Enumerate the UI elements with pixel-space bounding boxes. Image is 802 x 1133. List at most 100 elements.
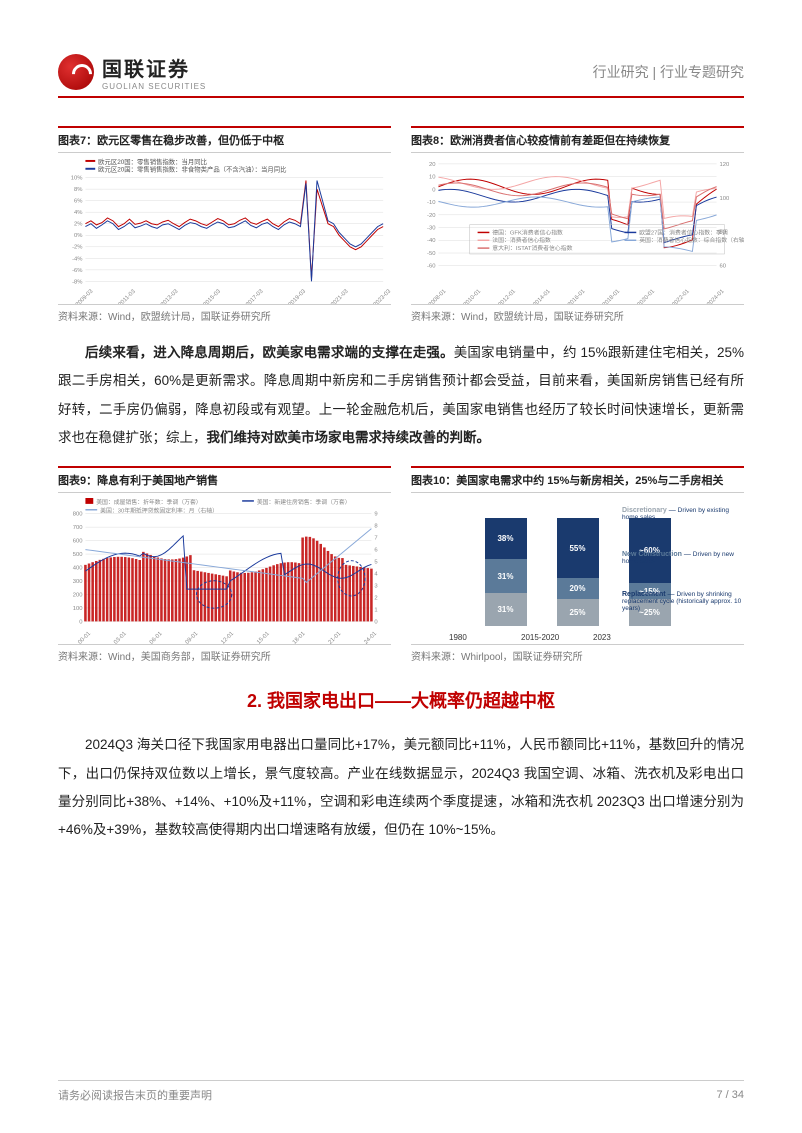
svg-text:03-01: 03-01 bbox=[113, 631, 128, 644]
paragraph-2: 2024Q3 海关口径下我国家用电器出口量同比+17%，美元额同比+11%，人民… bbox=[58, 731, 744, 844]
logo-cn: 国联证券 bbox=[102, 53, 206, 82]
svg-text:0: 0 bbox=[79, 620, 83, 626]
svg-text:美国：新建住房销售：季调（万套）: 美国：新建住房销售：季调（万套） bbox=[257, 498, 351, 506]
bar-column: 31%31%38% bbox=[485, 518, 527, 626]
svg-text:2021-03: 2021-03 bbox=[330, 289, 349, 304]
svg-text:21-01: 21-01 bbox=[328, 631, 343, 644]
bar-segment: 31% bbox=[485, 559, 527, 592]
page-header: 国联证券 GUOLIAN SECURITIES 行业研究 | 行业专题研究 bbox=[58, 48, 744, 98]
chart-7-canvas: -8%-6%-4%-2%0%2%4%6%8%10%欧元区20国：零售销售指数：当… bbox=[58, 155, 391, 305]
svg-text:-40: -40 bbox=[427, 238, 436, 244]
svg-text:09-01: 09-01 bbox=[185, 631, 200, 644]
svg-text:2010-01: 2010-01 bbox=[463, 289, 482, 304]
chart-row-2: 图表9：降息有利于美国地产销售 010020030040050060070080… bbox=[58, 466, 744, 665]
svg-text:2013-03: 2013-03 bbox=[160, 289, 179, 304]
svg-text:6%: 6% bbox=[74, 199, 82, 205]
chart-7: 图表7：欧元区零售在稳步改善，但仍低于中枢 -8%-6%-4%-2%0%2%4%… bbox=[58, 126, 391, 325]
svg-text:4%: 4% bbox=[74, 210, 82, 216]
bar-category-label: 1980 bbox=[449, 633, 467, 642]
svg-text:欧盟27国：消费者信心指数：季调: 欧盟27国：消费者信心指数：季调 bbox=[639, 228, 728, 236]
logo: 国联证券 GUOLIAN SECURITIES bbox=[58, 53, 206, 91]
chart-7-source: 资料来源：Wind，欧盟统计局，国联证券研究所 bbox=[58, 305, 391, 325]
logo-en: GUOLIAN SECURITIES bbox=[102, 82, 206, 91]
chart-10: 图表10：美国家电需求中约 15%与新房相关，25%与二手房相关 31%31%3… bbox=[411, 466, 744, 665]
footer-disclaimer: 请务必阅读报告末页的重要声明 bbox=[58, 1087, 212, 1103]
svg-text:法国：消费者信心指数: 法国：消费者信心指数 bbox=[492, 236, 551, 244]
bar-segment: 20% bbox=[557, 578, 599, 600]
svg-text:2009-03: 2009-03 bbox=[75, 289, 94, 304]
svg-text:2018-01: 2018-01 bbox=[602, 289, 621, 304]
paragraph-1: 后续来看，进入降息周期后，欧美家电需求端的支撑在走强。美国家电销量中，约 15%… bbox=[58, 339, 744, 452]
svg-text:-8%: -8% bbox=[72, 279, 82, 285]
svg-text:100: 100 bbox=[73, 606, 84, 612]
svg-text:100: 100 bbox=[720, 196, 731, 202]
svg-text:-30: -30 bbox=[427, 226, 436, 232]
svg-text:2%: 2% bbox=[74, 222, 82, 228]
svg-text:-2%: -2% bbox=[72, 245, 82, 251]
svg-text:-4%: -4% bbox=[72, 256, 82, 262]
svg-text:2019-03: 2019-03 bbox=[288, 289, 307, 304]
chart-9: 图表9：降息有利于美国地产销售 010020030040050060070080… bbox=[58, 466, 391, 665]
svg-text:400: 400 bbox=[73, 566, 84, 572]
svg-text:700: 700 bbox=[73, 525, 84, 531]
svg-text:2008-01: 2008-01 bbox=[428, 289, 447, 304]
chart-9-canvas: 01002003004005006007008000123456789美国：成屋… bbox=[58, 495, 391, 645]
svg-text:美国：成屋销售：折年数：季调（万套）: 美国：成屋销售：折年数：季调（万套） bbox=[96, 498, 201, 506]
para1-bold-2: 我们维持对欧美市场家电需求持续改善的判断。 bbox=[207, 430, 491, 445]
svg-text:8%: 8% bbox=[74, 187, 82, 193]
chart-10-canvas: 31%31%38%198025%20%55%2015-2020~25%~15%~… bbox=[411, 495, 744, 645]
svg-text:2022-01: 2022-01 bbox=[671, 289, 690, 304]
svg-text:10: 10 bbox=[429, 175, 436, 181]
bar-annotation: Replacement — Driven by shrinking replac… bbox=[622, 591, 742, 612]
svg-text:2014-01: 2014-01 bbox=[532, 289, 551, 304]
bar-segment: 25% bbox=[557, 599, 599, 626]
svg-text:2020-01: 2020-01 bbox=[637, 289, 656, 304]
bar-segment: 38% bbox=[485, 518, 527, 559]
svg-text:15-01: 15-01 bbox=[256, 631, 271, 644]
svg-text:200: 200 bbox=[73, 593, 84, 599]
svg-text:德国：GFK消费者信心指数: 德国：GFK消费者信心指数 bbox=[492, 228, 563, 236]
svg-text:3: 3 bbox=[374, 584, 377, 590]
svg-text:0: 0 bbox=[432, 187, 436, 193]
svg-text:1: 1 bbox=[374, 608, 377, 614]
svg-text:6: 6 bbox=[374, 548, 377, 554]
chart-8-canvas: -60-50-40-30-20-10010206080100120德国：GFK消… bbox=[411, 155, 744, 305]
bar-segment: 31% bbox=[485, 593, 527, 626]
chart-8-source: 资料来源：Wind，欧盟统计局，国联证券研究所 bbox=[411, 305, 744, 325]
svg-text:2016-01: 2016-01 bbox=[567, 289, 586, 304]
chart-7-title: 图表7：欧元区零售在稳步改善，但仍低于中枢 bbox=[58, 126, 391, 153]
svg-text:18-01: 18-01 bbox=[292, 631, 307, 644]
chart-row-1: 图表7：欧元区零售在稳步改善，但仍低于中枢 -8%-6%-4%-2%0%2%4%… bbox=[58, 126, 744, 325]
bar-annotation: Discretionary — Driven by existing home … bbox=[622, 507, 742, 521]
logo-icon bbox=[58, 54, 94, 90]
svg-text:欧元区20国：零售销售指数：非食物类产品（不含汽油）：当月同: 欧元区20国：零售销售指数：非食物类产品（不含汽油）：当月同比 bbox=[98, 165, 286, 174]
svg-text:12-01: 12-01 bbox=[220, 631, 235, 644]
chart-8-title: 图表8：欧洲消费者信心较疫情前有差距但在持续恢复 bbox=[411, 126, 744, 153]
svg-text:300: 300 bbox=[73, 579, 84, 585]
svg-text:欧元区20国：零售销售指数：当月同比: 欧元区20国：零售销售指数：当月同比 bbox=[98, 157, 207, 166]
svg-text:2012-01: 2012-01 bbox=[498, 289, 517, 304]
svg-text:2015-03: 2015-03 bbox=[203, 289, 222, 304]
svg-text:-20: -20 bbox=[427, 213, 436, 219]
svg-text:7: 7 bbox=[374, 536, 377, 542]
svg-text:英国：消费者信心指数：综合指数（右轴）: 英国：消费者信心指数：综合指数（右轴） bbox=[639, 236, 744, 244]
svg-text:意大利：ISTAT消费者信心指数: 意大利：ISTAT消费者信心指数 bbox=[492, 244, 572, 252]
chart-10-title: 图表10：美国家电需求中约 15%与新房相关，25%与二手房相关 bbox=[411, 466, 744, 493]
footer-page: 7 / 34 bbox=[716, 1089, 744, 1101]
breadcrumb: 行业研究 | 行业专题研究 bbox=[593, 62, 744, 82]
svg-text:-60: -60 bbox=[427, 264, 436, 270]
chart-10-source: 资料来源：Whirlpool，国联证券研究所 bbox=[411, 645, 744, 665]
svg-text:2023-03: 2023-03 bbox=[373, 289, 391, 304]
svg-text:0%: 0% bbox=[74, 233, 82, 239]
svg-text:2017-03: 2017-03 bbox=[245, 289, 264, 304]
svg-text:10%: 10% bbox=[71, 176, 83, 182]
svg-text:4: 4 bbox=[374, 572, 378, 578]
svg-text:500: 500 bbox=[73, 552, 84, 558]
section-2-heading: 2. 我国家电出口——大概率仍超越中枢 bbox=[58, 687, 744, 713]
svg-text:2: 2 bbox=[374, 596, 377, 602]
bar-category-label: 2015-2020 bbox=[521, 633, 559, 642]
chart-9-source: 资料来源：Wind，美国商务部，国联证券研究所 bbox=[58, 645, 391, 665]
svg-text:800: 800 bbox=[73, 512, 84, 518]
bar-annotation: New Construction — Driven by new home sa… bbox=[622, 551, 742, 565]
svg-text:24-01: 24-01 bbox=[363, 631, 378, 644]
